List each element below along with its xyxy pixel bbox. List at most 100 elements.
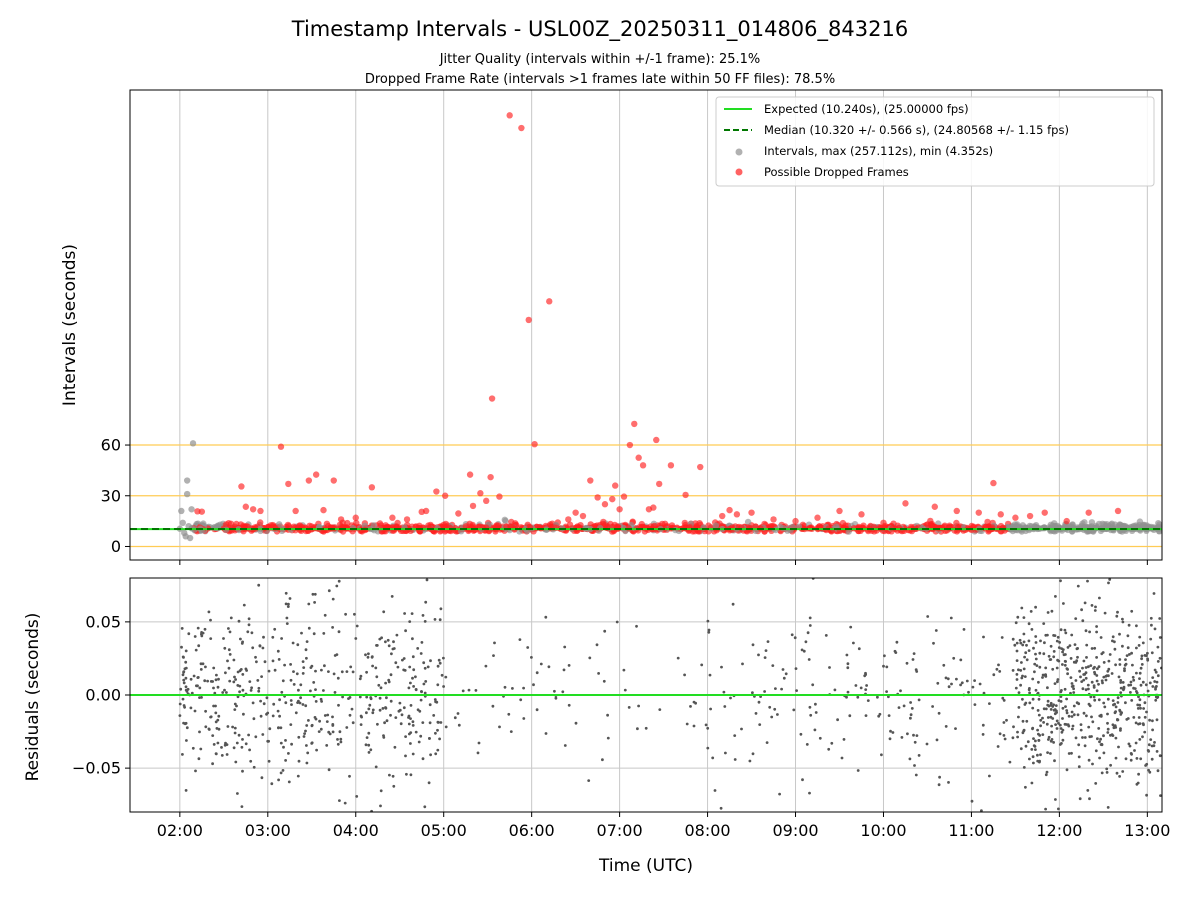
residual-point <box>960 681 964 685</box>
residual-point <box>313 716 317 719</box>
residual-point <box>1147 743 1151 747</box>
residual-point <box>301 672 305 675</box>
interval-point <box>188 506 195 513</box>
residual-point <box>193 635 197 638</box>
residual-point <box>337 630 341 634</box>
residual-point <box>1062 653 1066 657</box>
residual-point <box>751 643 755 647</box>
residual-point <box>209 715 213 719</box>
residual-point <box>635 624 638 628</box>
residual-point <box>331 715 334 719</box>
residual-point <box>1058 641 1061 644</box>
residual-point <box>1083 744 1087 748</box>
residual-point <box>409 742 412 745</box>
residual-point <box>395 633 399 637</box>
residual-point <box>1073 643 1077 646</box>
residual-point <box>185 726 189 730</box>
residual-point <box>1156 645 1160 649</box>
residual-point <box>809 713 813 717</box>
residual-point <box>241 673 245 676</box>
residual-point <box>793 636 797 640</box>
residual-point <box>1141 680 1145 684</box>
residual-point <box>1124 757 1128 761</box>
intervals-y-tick-label: 30 <box>101 486 121 505</box>
residual-point <box>378 696 382 700</box>
residual-point <box>1071 727 1074 731</box>
residual-point <box>833 688 837 692</box>
residual-point <box>1154 686 1157 689</box>
residual-point <box>1127 623 1131 627</box>
residual-point <box>410 612 414 615</box>
residual-point <box>1034 688 1038 692</box>
residual-point <box>245 669 249 672</box>
residual-point <box>345 726 349 729</box>
residual-point <box>1055 711 1058 714</box>
residual-point <box>864 714 868 717</box>
dropped-frame-point <box>493 522 500 529</box>
interval-point <box>179 519 186 527</box>
dropped-frame-point <box>839 519 847 527</box>
residual-point <box>402 706 406 710</box>
residual-point <box>1003 737 1007 741</box>
residual-point <box>1017 668 1020 672</box>
residual-point <box>359 723 363 726</box>
residual-point <box>1101 681 1104 685</box>
residual-point <box>1137 716 1141 719</box>
interval-point <box>186 534 194 542</box>
residual-point <box>428 703 432 707</box>
residual-point <box>396 665 400 669</box>
residual-point <box>240 745 244 749</box>
residual-point <box>1028 757 1031 761</box>
residual-point <box>602 679 606 683</box>
residual-point <box>912 652 916 655</box>
residual-point <box>493 641 496 645</box>
residual-point <box>263 660 267 664</box>
residual-point <box>981 723 985 727</box>
dropped-frame-point <box>653 436 660 444</box>
dropped-frame-point <box>635 454 642 461</box>
legend-box <box>715 96 1155 187</box>
residual-point <box>180 627 184 630</box>
residual-point <box>364 653 367 657</box>
residual-point <box>1030 748 1034 751</box>
residual-point <box>371 708 375 712</box>
residual-point <box>287 752 290 755</box>
residual-point <box>622 668 626 672</box>
residual-point <box>299 683 303 687</box>
residual-point <box>1070 682 1074 685</box>
residual-point <box>1100 742 1104 746</box>
residual-point <box>1119 679 1123 682</box>
dropped-frame-point <box>285 480 292 488</box>
residuals-y-tick-label: 0.00 <box>85 686 121 705</box>
residual-point <box>1121 681 1125 684</box>
residual-point <box>1032 761 1035 765</box>
residual-point <box>271 714 275 718</box>
residual-point <box>818 736 822 740</box>
interval-point <box>1069 521 1076 529</box>
residual-point <box>1049 644 1053 648</box>
residual-point <box>249 759 253 763</box>
residual-point <box>1057 659 1061 663</box>
residual-point <box>846 662 850 666</box>
residual-point <box>914 773 918 777</box>
chart-title: Timestamp Intervals - USL00Z_20250311_01… <box>291 17 908 42</box>
residual-point <box>707 630 711 634</box>
dropped-frame-point <box>422 507 430 515</box>
residual-point <box>438 661 442 665</box>
x-tick-label: 13:00 <box>1124 821 1170 840</box>
residual-point <box>305 744 308 747</box>
residual-point <box>311 592 315 596</box>
residual-point <box>374 666 378 670</box>
residual-point <box>1015 673 1019 676</box>
interval-point <box>189 440 197 447</box>
residual-point <box>1078 669 1081 673</box>
residual-point <box>685 722 689 726</box>
residual-point <box>374 765 378 769</box>
residual-point <box>1061 663 1064 666</box>
residual-point <box>1113 647 1117 651</box>
residual-point <box>1067 752 1071 755</box>
residual-point <box>297 735 301 739</box>
residual-point <box>313 592 317 596</box>
residual-point <box>429 753 432 757</box>
residual-point <box>405 772 408 776</box>
